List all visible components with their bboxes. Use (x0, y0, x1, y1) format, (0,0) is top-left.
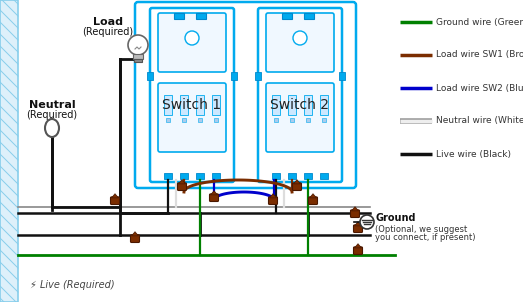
FancyBboxPatch shape (110, 197, 119, 204)
Bar (147, 72, 153, 80)
Bar (180, 95, 188, 115)
Bar (0, 0, 18, 302)
Bar (174, 13, 184, 19)
Bar (133, 54, 143, 59)
Bar (304, 173, 312, 179)
Text: Load: Load (93, 17, 123, 27)
Polygon shape (355, 222, 361, 226)
Text: Ground wire (Green): Ground wire (Green) (436, 18, 523, 27)
Text: Switch 2: Switch 2 (270, 98, 329, 112)
Text: (Required): (Required) (83, 27, 133, 37)
Bar (288, 95, 296, 115)
FancyBboxPatch shape (210, 194, 219, 201)
Bar (282, 13, 292, 19)
Bar (304, 13, 314, 19)
Ellipse shape (45, 119, 59, 137)
Bar (212, 95, 220, 115)
Circle shape (360, 215, 374, 229)
Bar (231, 72, 237, 80)
Text: (Optional, we suggest: (Optional, we suggest (375, 224, 467, 233)
Polygon shape (355, 244, 361, 248)
Polygon shape (111, 194, 119, 198)
Bar (196, 173, 204, 179)
FancyBboxPatch shape (292, 183, 301, 191)
FancyBboxPatch shape (266, 13, 334, 72)
FancyBboxPatch shape (309, 197, 317, 204)
Text: you connect, if present): you connect, if present) (375, 233, 475, 243)
Text: Live wire (Black): Live wire (Black) (436, 149, 511, 159)
Bar (180, 173, 188, 179)
Polygon shape (351, 207, 358, 211)
FancyBboxPatch shape (258, 8, 342, 182)
FancyBboxPatch shape (268, 197, 278, 204)
Polygon shape (178, 180, 186, 184)
FancyBboxPatch shape (354, 247, 362, 255)
Bar (272, 173, 280, 179)
Bar (166, 118, 170, 122)
Text: Ground: Ground (375, 213, 415, 223)
FancyBboxPatch shape (158, 83, 226, 152)
Bar (255, 72, 261, 80)
Bar (212, 173, 220, 179)
Text: Load wire SW2 (Blue): Load wire SW2 (Blue) (436, 83, 523, 92)
Bar (214, 118, 218, 122)
Text: Switch 1: Switch 1 (163, 98, 222, 112)
Bar (134, 59, 142, 62)
Bar (339, 72, 345, 80)
FancyBboxPatch shape (354, 225, 362, 233)
Bar (196, 95, 204, 115)
Bar (304, 95, 312, 115)
Bar (196, 13, 206, 19)
Bar (288, 173, 296, 179)
Polygon shape (293, 180, 301, 184)
FancyBboxPatch shape (177, 183, 187, 191)
Text: Neutral: Neutral (29, 100, 75, 110)
Bar (306, 118, 310, 122)
Bar (182, 118, 186, 122)
FancyBboxPatch shape (350, 210, 359, 217)
Bar (164, 173, 172, 179)
FancyBboxPatch shape (266, 83, 334, 152)
Polygon shape (310, 194, 316, 198)
Bar (322, 118, 326, 122)
Bar (164, 95, 172, 115)
Bar (290, 118, 294, 122)
Circle shape (128, 35, 148, 55)
Circle shape (293, 31, 307, 45)
Text: Load wire SW1 (Brown): Load wire SW1 (Brown) (436, 50, 523, 59)
Polygon shape (210, 191, 218, 195)
Circle shape (185, 31, 199, 45)
Text: (Required): (Required) (27, 110, 77, 120)
Polygon shape (269, 194, 277, 198)
Bar (320, 95, 328, 115)
Text: ⚡ Live (Required): ⚡ Live (Required) (30, 280, 115, 290)
Polygon shape (131, 232, 139, 236)
Bar (272, 95, 280, 115)
Bar (274, 118, 278, 122)
Bar (198, 118, 202, 122)
Bar (320, 173, 328, 179)
FancyBboxPatch shape (150, 8, 234, 182)
FancyBboxPatch shape (131, 235, 140, 243)
Text: Neutral wire (White): Neutral wire (White) (436, 117, 523, 126)
FancyBboxPatch shape (158, 13, 226, 72)
